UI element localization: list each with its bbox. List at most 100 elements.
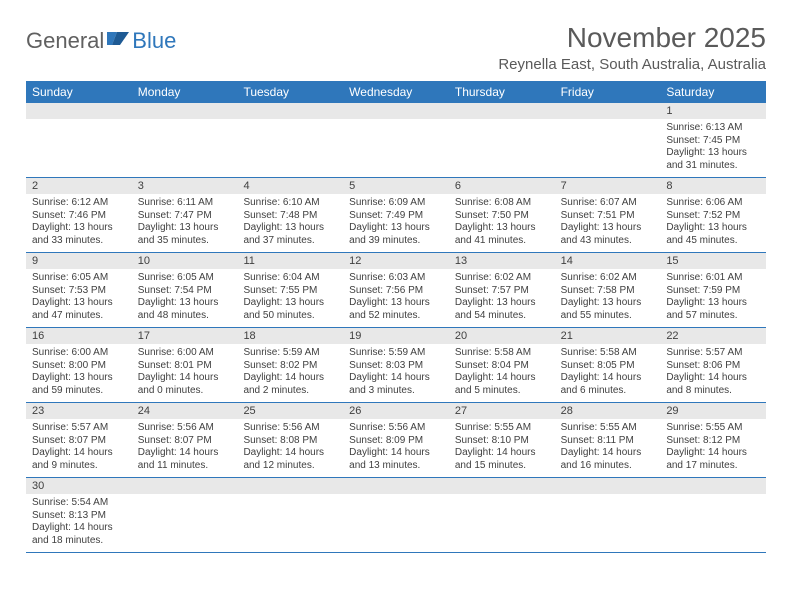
- weekday-header: Wednesday: [343, 81, 449, 103]
- calendar-week: 1Sunrise: 6:13 AMSunset: 7:45 PMDaylight…: [26, 103, 766, 178]
- day-detail-line: Sunset: 8:10 PM: [455, 435, 549, 448]
- day-number: [132, 103, 238, 119]
- day-number: [26, 103, 132, 119]
- calendar-day-cell: Sunrise: 6:08 AMSunset: 7:50 PMDaylight:…: [449, 194, 555, 252]
- week-body: Sunrise: 5:57 AMSunset: 8:07 PMDaylight:…: [26, 419, 766, 477]
- day-number: [132, 478, 238, 494]
- day-number: [449, 103, 555, 119]
- week-body: Sunrise: 6:13 AMSunset: 7:45 PMDaylight:…: [26, 119, 766, 177]
- calendar-day-cell: Sunrise: 5:56 AMSunset: 8:07 PMDaylight:…: [132, 419, 238, 477]
- day-detail-line: Sunrise: 5:58 AM: [455, 347, 549, 360]
- day-detail-line: Sunset: 7:57 PM: [455, 285, 549, 298]
- day-detail-line: Daylight: 13 hours: [32, 222, 126, 235]
- day-detail-line: and 3 minutes.: [349, 385, 443, 398]
- day-detail-line: Daylight: 13 hours: [666, 297, 760, 310]
- day-detail-line: Daylight: 14 hours: [32, 522, 126, 535]
- week-body: Sunrise: 6:05 AMSunset: 7:53 PMDaylight:…: [26, 269, 766, 327]
- day-detail-line: Daylight: 14 hours: [32, 447, 126, 460]
- calendar-day-cell: [660, 494, 766, 552]
- day-number-row: 9101112131415: [26, 253, 766, 269]
- calendar-day-cell: Sunrise: 6:03 AMSunset: 7:56 PMDaylight:…: [343, 269, 449, 327]
- day-detail-line: and 57 minutes.: [666, 310, 760, 323]
- day-number: 11: [237, 253, 343, 269]
- day-detail-line: Sunrise: 6:04 AM: [243, 272, 337, 285]
- day-detail-line: Daylight: 14 hours: [455, 372, 549, 385]
- day-number: 4: [237, 178, 343, 194]
- title-block: November 2025 Reynella East, South Austr…: [498, 22, 766, 73]
- day-detail-line: Sunrise: 5:55 AM: [561, 422, 655, 435]
- day-number: 6: [449, 178, 555, 194]
- day-detail-line: Daylight: 14 hours: [561, 447, 655, 460]
- day-detail-line: Sunrise: 6:10 AM: [243, 197, 337, 210]
- day-detail-line: Sunrise: 6:09 AM: [349, 197, 443, 210]
- day-detail-line: Daylight: 13 hours: [561, 297, 655, 310]
- day-detail-line: Sunset: 8:06 PM: [666, 360, 760, 373]
- day-detail-line: and 5 minutes.: [455, 385, 549, 398]
- day-detail-line: Sunrise: 6:12 AM: [32, 197, 126, 210]
- day-detail-line: Sunset: 7:45 PM: [666, 135, 760, 148]
- day-detail-line: and 43 minutes.: [561, 235, 655, 248]
- day-detail-line: Sunrise: 5:59 AM: [349, 347, 443, 360]
- day-number: 1: [660, 103, 766, 119]
- weekday-header: Monday: [132, 81, 238, 103]
- day-number: 3: [132, 178, 238, 194]
- day-detail-line: Sunrise: 6:00 AM: [32, 347, 126, 360]
- day-number: 20: [449, 328, 555, 344]
- day-detail-line: and 50 minutes.: [243, 310, 337, 323]
- day-detail-line: Sunset: 8:07 PM: [138, 435, 232, 448]
- calendar-day-cell: Sunrise: 5:57 AMSunset: 8:06 PMDaylight:…: [660, 344, 766, 402]
- day-detail-line: Sunset: 8:13 PM: [32, 510, 126, 523]
- day-detail-line: Sunrise: 5:56 AM: [138, 422, 232, 435]
- day-detail-line: Daylight: 13 hours: [349, 222, 443, 235]
- day-detail-line: Daylight: 14 hours: [455, 447, 549, 460]
- day-number: 18: [237, 328, 343, 344]
- calendar-day-cell: Sunrise: 5:55 AMSunset: 8:11 PMDaylight:…: [555, 419, 661, 477]
- day-detail-line: and 0 minutes.: [138, 385, 232, 398]
- day-detail-line: Sunset: 8:04 PM: [455, 360, 549, 373]
- weekday-header: Friday: [555, 81, 661, 103]
- day-detail-line: Sunrise: 5:55 AM: [455, 422, 549, 435]
- calendar-day-cell: [132, 494, 238, 552]
- logo: General Blue: [26, 28, 176, 54]
- day-detail-line: and 48 minutes.: [138, 310, 232, 323]
- day-number-row: 2345678: [26, 178, 766, 194]
- day-number: 29: [660, 403, 766, 419]
- day-detail-line: Daylight: 14 hours: [138, 372, 232, 385]
- day-number: 26: [343, 403, 449, 419]
- day-detail-line: and 12 minutes.: [243, 460, 337, 473]
- day-detail-line: and 45 minutes.: [666, 235, 760, 248]
- day-detail-line: Sunrise: 6:02 AM: [455, 272, 549, 285]
- calendar-week: 30Sunrise: 5:54 AMSunset: 8:13 PMDayligh…: [26, 478, 766, 553]
- day-detail-line: and 6 minutes.: [561, 385, 655, 398]
- calendar-day-cell: Sunrise: 5:55 AMSunset: 8:12 PMDaylight:…: [660, 419, 766, 477]
- calendar-day-cell: Sunrise: 6:07 AMSunset: 7:51 PMDaylight:…: [555, 194, 661, 252]
- day-detail-line: Sunrise: 6:13 AM: [666, 122, 760, 135]
- day-detail-line: and 59 minutes.: [32, 385, 126, 398]
- calendar-day-cell: Sunrise: 6:05 AMSunset: 7:53 PMDaylight:…: [26, 269, 132, 327]
- calendar-day-cell: Sunrise: 6:09 AMSunset: 7:49 PMDaylight:…: [343, 194, 449, 252]
- day-detail-line: Sunset: 7:46 PM: [32, 210, 126, 223]
- weekday-header-row: Sunday Monday Tuesday Wednesday Thursday…: [26, 81, 766, 103]
- day-detail-line: Daylight: 14 hours: [243, 447, 337, 460]
- day-detail-line: Sunset: 8:02 PM: [243, 360, 337, 373]
- day-detail-line: Sunset: 8:09 PM: [349, 435, 443, 448]
- day-number: 13: [449, 253, 555, 269]
- calendar-day-cell: [26, 119, 132, 177]
- calendar-day-cell: Sunrise: 6:02 AMSunset: 7:57 PMDaylight:…: [449, 269, 555, 327]
- week-body: Sunrise: 6:00 AMSunset: 8:00 PMDaylight:…: [26, 344, 766, 402]
- day-detail-line: Daylight: 14 hours: [666, 372, 760, 385]
- day-detail-line: Sunset: 7:55 PM: [243, 285, 337, 298]
- day-detail-line: and 39 minutes.: [349, 235, 443, 248]
- calendar-day-cell: Sunrise: 6:06 AMSunset: 7:52 PMDaylight:…: [660, 194, 766, 252]
- day-detail-line: Sunset: 8:12 PM: [666, 435, 760, 448]
- day-detail-line: and 16 minutes.: [561, 460, 655, 473]
- day-number: 12: [343, 253, 449, 269]
- calendar-day-cell: Sunrise: 5:59 AMSunset: 8:02 PMDaylight:…: [237, 344, 343, 402]
- day-detail-line: Daylight: 14 hours: [666, 447, 760, 460]
- calendar: Sunday Monday Tuesday Wednesday Thursday…: [26, 81, 766, 553]
- day-detail-line: Sunset: 7:50 PM: [455, 210, 549, 223]
- day-detail-line: and 18 minutes.: [32, 535, 126, 548]
- day-number: [555, 478, 661, 494]
- day-detail-line: Sunrise: 6:08 AM: [455, 197, 549, 210]
- day-detail-line: Daylight: 14 hours: [243, 372, 337, 385]
